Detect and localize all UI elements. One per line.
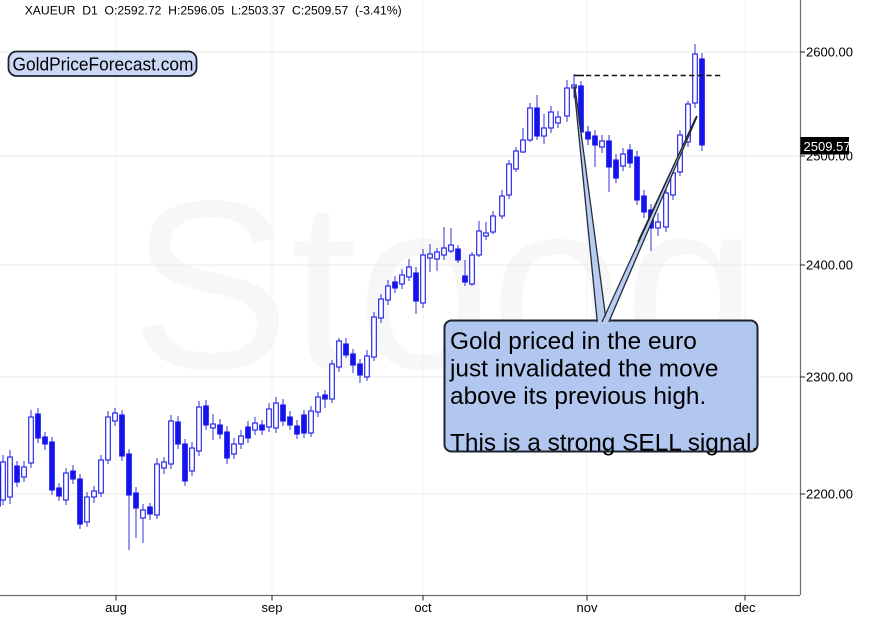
- svg-text:just invalidated the move: just invalidated the move: [449, 356, 718, 383]
- svg-text:Gold priced in the euro: Gold priced in the euro: [450, 328, 697, 355]
- svg-text:nov: nov: [577, 600, 598, 615]
- svg-text:above its previous high.: above its previous high.: [450, 383, 706, 410]
- svg-text:aug: aug: [105, 600, 127, 615]
- svg-text:dec: dec: [735, 600, 756, 615]
- svg-text:2400.00: 2400.00: [806, 258, 853, 273]
- svg-text:sep: sep: [262, 600, 283, 615]
- svg-text:2300.00: 2300.00: [806, 370, 853, 385]
- svg-text:2509.57: 2509.57: [804, 139, 851, 154]
- svg-text:oct: oct: [414, 600, 432, 615]
- svg-text:GoldPriceForecast.com: GoldPriceForecast.com: [13, 54, 194, 75]
- svg-text:XAUEUR D1 O:2592.72 H:2596.: XAUEUR D1 O:2592.72 H:2596.05 L:2503.37 …: [25, 4, 402, 18]
- svg-text:2600.00: 2600.00: [806, 45, 853, 60]
- svg-text:2200.00: 2200.00: [806, 487, 853, 502]
- svg-text:This is a strong SELL signal.: This is a strong SELL signal.: [450, 430, 758, 457]
